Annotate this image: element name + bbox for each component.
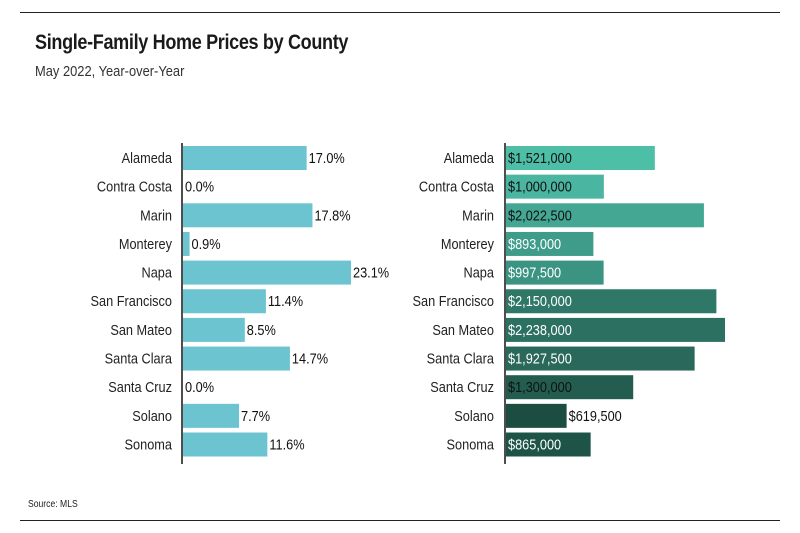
price-bar [506, 289, 717, 314]
price-value-label: $865,000 [508, 437, 562, 453]
price-category-label: Marin [462, 208, 494, 224]
price-value-label: $1,927,500 [508, 351, 572, 367]
price-category-label: Sonoma [447, 437, 495, 453]
change-category-label: Monterey [119, 236, 172, 252]
price-category-label: Monterey [441, 236, 494, 252]
price-value-label: $893,000 [508, 236, 562, 252]
price-category-label: San Mateo [432, 322, 494, 338]
price-category-label: Alameda [444, 150, 495, 166]
change-value-label: 7.7% [241, 408, 270, 424]
price-bar [506, 432, 591, 457]
price-bar [506, 346, 695, 371]
change-value-label: 11.4% [268, 294, 303, 310]
change-value-label: 0.9% [192, 236, 221, 252]
change-bar [183, 203, 313, 228]
price-value-label: $2,022,500 [508, 208, 572, 224]
price-bar [506, 403, 567, 428]
change-value-label: 14.7% [292, 351, 328, 367]
change-category-label: Santa Clara [105, 351, 173, 367]
change-bar [183, 432, 268, 457]
change-value-label: 23.1% [353, 265, 389, 281]
price-bar [506, 231, 594, 256]
price-bar [506, 203, 704, 228]
price-category-label: Solano [454, 408, 494, 424]
change-category-label: Sonoma [125, 437, 173, 453]
price-category-label: Santa Cruz [430, 379, 494, 395]
price-category-label: Santa Clara [427, 351, 495, 367]
change-value-label: 0.0% [185, 379, 214, 395]
change-bar [183, 289, 266, 314]
price-value-label: $2,150,000 [508, 294, 572, 310]
change-value-label: 17.0% [309, 150, 345, 166]
price-value-label: $2,238,000 [508, 322, 572, 338]
change-bar [183, 403, 239, 428]
price-bar [506, 174, 604, 199]
change-bar [183, 231, 190, 256]
change-category-label: Alameda [122, 150, 173, 166]
change-category-label: Solano [132, 408, 172, 424]
price-bar [506, 375, 634, 400]
price-category-label: Contra Costa [419, 179, 494, 195]
top-rule [20, 12, 780, 13]
chart-subtitle: May 2022, Year-over-Year [35, 63, 185, 80]
change-category-label: Marin [140, 208, 172, 224]
source-note: Source: MLS [28, 499, 78, 510]
change-bar [183, 346, 290, 371]
price-category-label: Napa [464, 265, 495, 281]
price-bar [506, 317, 725, 342]
change-value-label: 8.5% [247, 322, 276, 338]
price-value-label: $997,500 [508, 265, 562, 281]
chart-title: Single-Family Home Prices by County [35, 31, 349, 54]
price-value-label: $1,521,000 [508, 150, 572, 166]
change-category-label: Napa [142, 265, 173, 281]
price-value-label: $619,500 [569, 408, 623, 424]
price-bar [506, 146, 655, 170]
change-category-label: San Francisco [91, 294, 173, 310]
price-value-label: $1,000,000 [508, 179, 572, 195]
bottom-rule [20, 520, 780, 521]
change-bar [183, 146, 307, 170]
change-category-label: Contra Costa [97, 179, 172, 195]
change-bar [183, 317, 245, 342]
change-value-label: 17.8% [314, 208, 350, 224]
change-category-label: Santa Cruz [108, 379, 172, 395]
price-value-label: $1,300,000 [508, 379, 572, 395]
change-value-label: 0.0% [185, 179, 214, 195]
change-bar [183, 260, 351, 285]
price-bar [506, 260, 604, 285]
change-category-label: San Mateo [110, 322, 172, 338]
change-value-label: 11.6% [269, 437, 304, 453]
price-category-label: San Francisco [413, 294, 495, 310]
